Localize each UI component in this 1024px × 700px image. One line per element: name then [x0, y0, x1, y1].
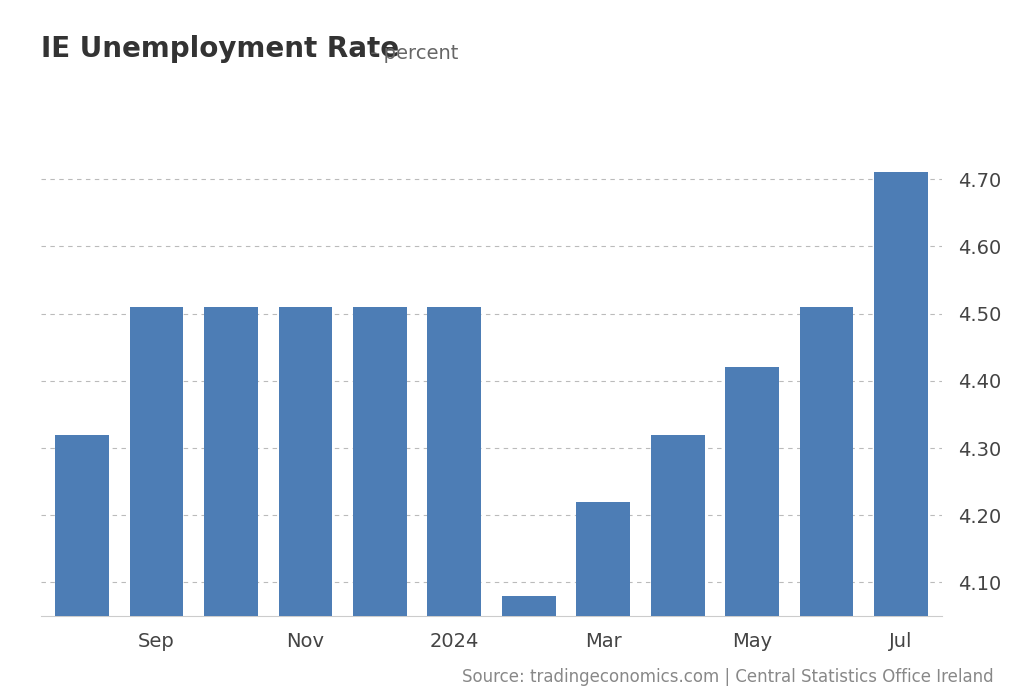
Bar — [651, 435, 705, 700]
Text: - percent: - percent — [364, 44, 458, 63]
Bar — [204, 307, 258, 700]
Bar — [427, 307, 481, 700]
Bar — [502, 596, 556, 700]
Text: IE Unemployment Rate: IE Unemployment Rate — [41, 35, 399, 63]
Bar — [130, 307, 183, 700]
Bar — [279, 307, 332, 700]
Bar — [800, 307, 853, 700]
Text: Source: tradingeconomics.com | Central Statistics Office Ireland: Source: tradingeconomics.com | Central S… — [462, 668, 993, 686]
Bar — [55, 435, 109, 700]
Bar — [353, 307, 407, 700]
Bar — [874, 172, 928, 700]
Bar — [577, 502, 630, 700]
Bar — [725, 368, 779, 700]
